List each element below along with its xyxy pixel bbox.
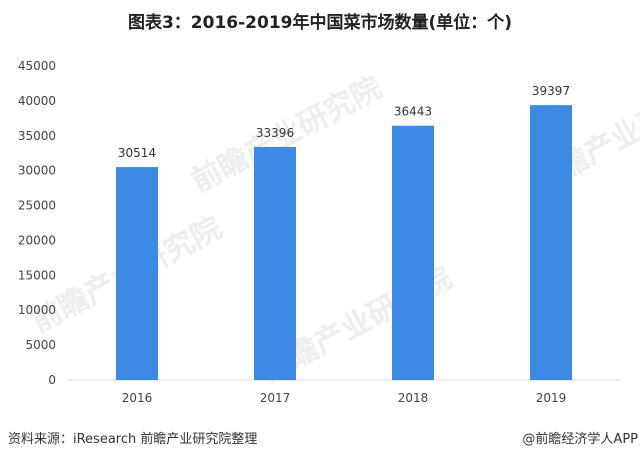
data-label: 39397 — [532, 84, 570, 98]
y-tick-label: 40000 — [18, 94, 56, 108]
data-label: 33396 — [256, 126, 294, 140]
y-tick-label: 0 — [48, 373, 56, 387]
bar-2019 — [530, 105, 572, 380]
bar-2017 — [254, 146, 296, 380]
x-tick-label: 2016 — [122, 391, 153, 405]
bar-2018 — [392, 125, 434, 380]
bar-chart: 0 5000 10000 15000 20000 25000 30000 35000 40000… — [18, 59, 620, 405]
bar-2016 — [116, 167, 158, 380]
y-tick-label: 25000 — [18, 199, 56, 213]
x-tick-label: 2018 — [398, 391, 429, 405]
y-tick-label: 45000 — [18, 59, 56, 73]
y-tick-label: 5000 — [25, 338, 56, 352]
credit-note: @前瞻经济学人APP — [522, 432, 638, 447]
y-tick-label: 10000 — [18, 303, 56, 317]
source-note: 资料来源：iResearch 前瞻产业研究院整理 — [8, 432, 258, 447]
x-tick-label: 2017 — [260, 391, 291, 405]
y-tick-label: 30000 — [18, 164, 56, 178]
y-tick-label: 35000 — [18, 129, 56, 143]
data-label: 30514 — [118, 146, 156, 160]
data-label: 36443 — [394, 105, 432, 119]
x-tick-label: 2019 — [536, 391, 567, 405]
chart-title: 图表3：2016-2019年中国菜市场数量(单位：个) — [127, 13, 513, 33]
y-tick-label: 20000 — [18, 233, 56, 247]
y-tick-label: 15000 — [18, 268, 56, 282]
